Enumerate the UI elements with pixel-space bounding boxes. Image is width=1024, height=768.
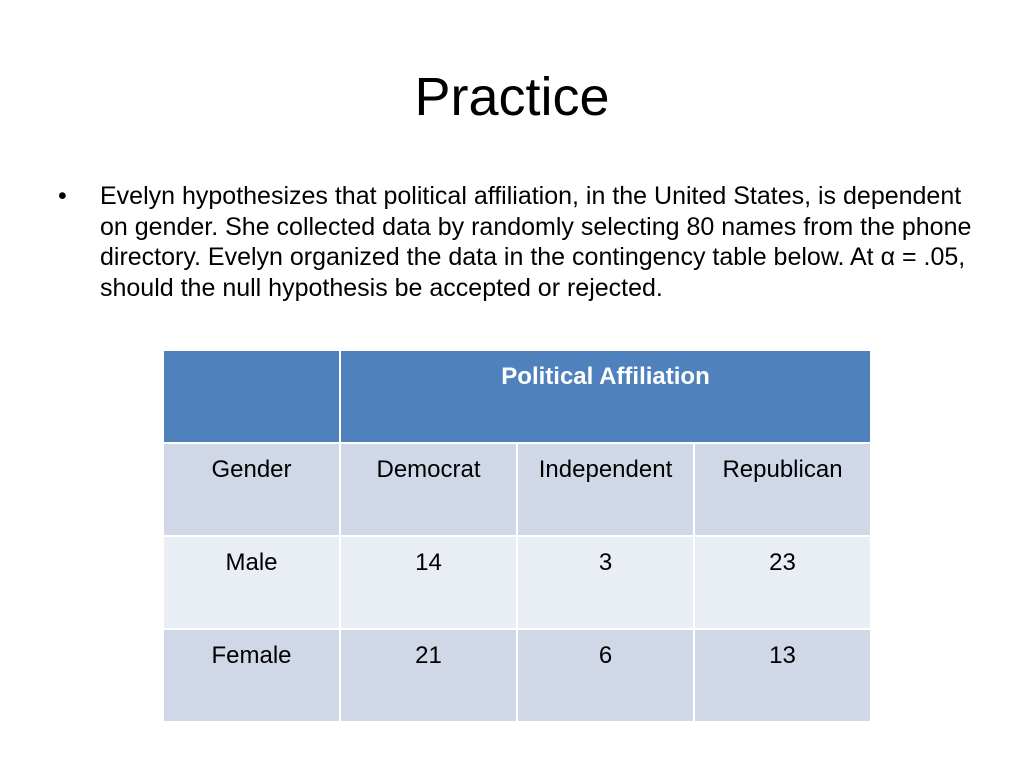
column-header-gender: Gender bbox=[162, 442, 341, 537]
table-cell: 13 bbox=[692, 628, 873, 723]
table-cell: 21 bbox=[339, 628, 518, 723]
table-row: Female 21 6 13 bbox=[162, 628, 873, 723]
table-cell: Male bbox=[162, 535, 341, 630]
contingency-table: Political Affiliation Gender Democrat In… bbox=[162, 349, 873, 723]
table-cell: 6 bbox=[516, 628, 695, 723]
bullet-icon: • bbox=[58, 182, 67, 210]
table-cell: 14 bbox=[339, 535, 518, 630]
slide-title: Practice bbox=[414, 67, 610, 127]
header-group-cell: Political Affiliation bbox=[338, 349, 873, 444]
column-header-independent: Independent bbox=[516, 442, 695, 537]
table-header-row: Political Affiliation bbox=[162, 349, 873, 444]
table-cell: Female bbox=[162, 628, 341, 723]
bullet-text: Evelyn hypothesizes that political affil… bbox=[100, 182, 972, 302]
bullet-item: • Evelyn hypothesizes that political aff… bbox=[58, 181, 978, 303]
column-header-democrat: Democrat bbox=[339, 442, 518, 537]
header-corner-cell bbox=[162, 349, 341, 444]
table-row: Gender Democrat Independent Republican bbox=[162, 442, 873, 537]
table-cell: 3 bbox=[516, 535, 695, 630]
table-row: Male 14 3 23 bbox=[162, 535, 873, 630]
column-header-republican: Republican bbox=[692, 442, 873, 537]
table-cell: 23 bbox=[692, 535, 873, 630]
